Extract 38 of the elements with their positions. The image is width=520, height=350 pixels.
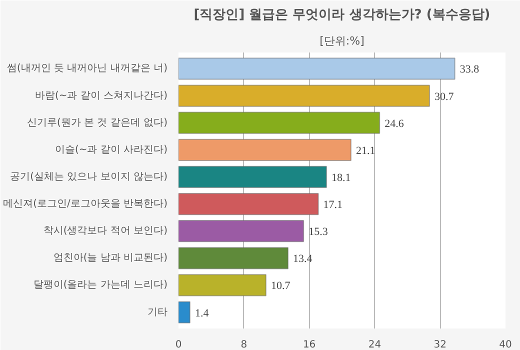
y-tick-label: 메신져(로그인/로그아웃을 반복한다) [3, 198, 168, 210]
bar [178, 192, 319, 216]
bar [178, 58, 456, 80]
bar [178, 220, 304, 242]
y-tick-label: 착시(생각보다 적어 보인다) [43, 226, 168, 237]
x-tick-label: 32 [434, 340, 446, 350]
bar [178, 166, 327, 188]
x-tick-label: 40 [499, 340, 512, 350]
data-label: 1.4 [194, 307, 210, 320]
data-label: 24.6 [384, 118, 404, 130]
bar [178, 274, 266, 296]
bar [178, 138, 352, 161]
data-label: 17.1 [323, 199, 343, 212]
data-label: 21.1 [356, 144, 376, 157]
y-tick-label: 엄친아(늘 남과 비교된다) [53, 252, 168, 264]
chart-subtitle: [단위:%] [320, 34, 364, 48]
data-label: 13.4 [293, 253, 313, 266]
y-tick-label: 바람(~과 같이 스쳐지나간다) [34, 90, 168, 102]
x-tick-label: 24 [368, 340, 382, 350]
data-label: 15.3 [308, 226, 328, 238]
y-tick-label: 이슬(~과 같이 사라진다) [54, 144, 168, 156]
data-label: 30.7 [434, 90, 454, 103]
x-tick-label: 0 [175, 340, 182, 350]
bar [178, 84, 430, 107]
bar [178, 112, 380, 134]
bar [178, 301, 190, 324]
y-tick-label: 달팽이(올라는 가는데 느리다) [33, 280, 168, 291]
y-tick-label: 공기(실체는 있으나 보이지 않는다) [10, 171, 168, 182]
x-tick-label: 8 [240, 340, 248, 350]
data-label: 10.7 [270, 280, 291, 292]
chart-title: [직장인] 월급은 무엇이라 생각하는가? (복수응답) [194, 8, 490, 22]
data-label: 33.8 [460, 64, 480, 76]
bar [178, 247, 289, 270]
x-tick-label: 16 [302, 340, 316, 350]
y-tick-label: 썸(내꺼인 듯 내꺼아닌 내꺼같은 너) [6, 63, 168, 74]
y-tick-label: 기타 [148, 306, 168, 318]
y-tick-label: 신기루(뭔가 본 것 같은데 없다) [26, 117, 168, 128]
data-label: 18.1 [331, 172, 351, 184]
